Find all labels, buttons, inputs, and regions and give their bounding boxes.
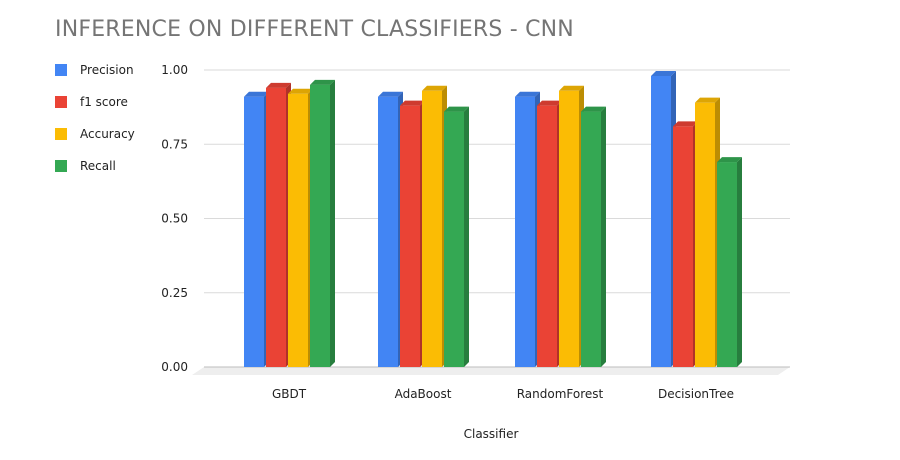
legend-swatch-recall bbox=[55, 160, 67, 172]
chart-title: INFERENCE ON DIFFERENT CLASSIFIERS - CNN bbox=[55, 17, 574, 42]
bar-adaboost-precision bbox=[378, 91, 403, 367]
legend-swatch-accuracy bbox=[55, 128, 67, 140]
bar-decisiontree-precision bbox=[651, 70, 676, 367]
bar-gbdt-recall bbox=[310, 79, 335, 367]
legend-label-accuracy: Accuracy bbox=[80, 127, 135, 141]
bar-group-randomforest bbox=[515, 85, 606, 367]
y-tick-label: 0.75 bbox=[161, 137, 188, 151]
legend-label-recall: Recall bbox=[80, 159, 116, 173]
chart-floor bbox=[192, 367, 790, 375]
bar-gbdt-f1-score bbox=[266, 82, 291, 367]
bar-group-adaboost bbox=[378, 85, 469, 367]
x-tick-label: AdaBoost bbox=[395, 387, 452, 401]
legend-swatch-f1-score bbox=[55, 96, 67, 108]
bar-decisiontree-accuracy bbox=[695, 97, 720, 368]
x-tick-label: RandomForest bbox=[517, 387, 604, 401]
legend-label-f1-score: f1 score bbox=[80, 95, 128, 109]
bar-adaboost-recall bbox=[444, 106, 469, 367]
plot-area bbox=[244, 70, 742, 368]
y-tick-label: 0.25 bbox=[161, 286, 188, 300]
bar-randomforest-precision bbox=[515, 91, 540, 367]
bar-decisiontree-recall bbox=[717, 157, 742, 367]
bar-randomforest-accuracy bbox=[559, 85, 584, 367]
x-axis-title: Classifier bbox=[464, 427, 519, 441]
bar-randomforest-f1-score bbox=[537, 100, 562, 367]
bar-group-gbdt bbox=[244, 79, 335, 367]
bar-gbdt-accuracy bbox=[288, 88, 313, 367]
y-tick-label: 0.50 bbox=[161, 212, 188, 226]
legend: Precision f1 score Accuracy Recall bbox=[55, 63, 135, 173]
bar-randomforest-recall bbox=[581, 106, 606, 367]
bar-adaboost-f1-score bbox=[400, 100, 425, 367]
legend-swatch-precision bbox=[55, 64, 67, 76]
bar-group-decisiontree bbox=[651, 70, 742, 368]
axis-labels: 0.00 0.25 0.50 0.75 1.00 GBDT AdaBoost RandomFo… bbox=[161, 63, 734, 401]
x-tick-label: GBDT bbox=[272, 387, 307, 401]
y-tick-label: 0.00 bbox=[161, 360, 188, 374]
bar-decisiontree-f1-score bbox=[673, 121, 698, 368]
y-tick-label: 1.00 bbox=[161, 63, 188, 77]
bar-adaboost-accuracy bbox=[422, 85, 447, 367]
legend-label-precision: Precision bbox=[80, 63, 134, 77]
x-tick-label: DecisionTree bbox=[658, 387, 734, 401]
bar-gbdt-precision bbox=[244, 91, 269, 367]
